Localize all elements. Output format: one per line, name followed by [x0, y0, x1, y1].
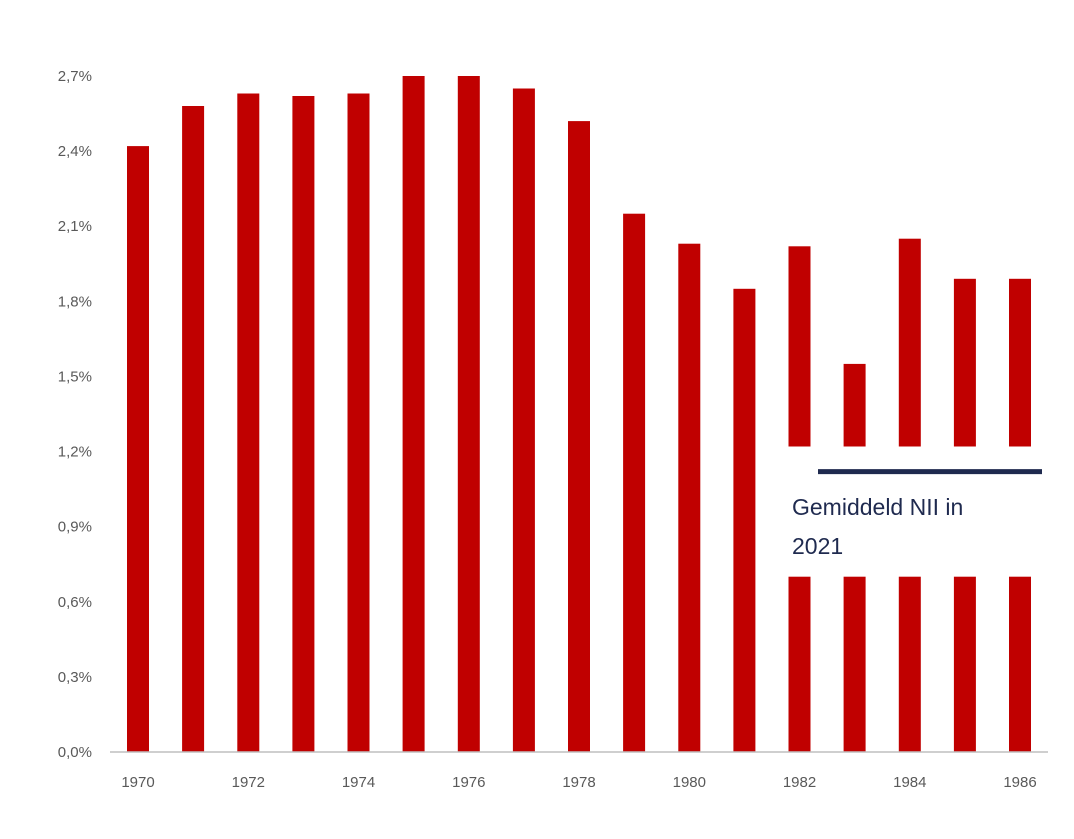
bar-1972 — [237, 93, 260, 752]
x-tick-label: 1982 — [783, 774, 816, 791]
bar-1980 — [678, 243, 701, 752]
annotation-band — [784, 446, 1048, 577]
x-tick-label: 1986 — [1003, 774, 1036, 791]
y-tick-label: 1,5% — [58, 368, 92, 385]
bar-1973 — [292, 96, 315, 752]
x-tick-label: 1978 — [562, 774, 595, 791]
y-tick-label: 0,3% — [58, 669, 92, 686]
y-axis-ticks: 0,0% 0,3% 0,6% 0,9% 1,2% 1,5% 1,8% 2,1% 2,4% 2,7% — [58, 68, 92, 761]
x-tick-label: 1972 — [232, 774, 265, 791]
bars-layer — [127, 76, 1031, 753]
y-tick-label: 0,0% — [58, 744, 92, 761]
y-tick-label: 2,4% — [58, 143, 92, 160]
bar-1974 — [347, 93, 370, 752]
x-tick-label: 1980 — [673, 774, 706, 791]
annotation-label-line2: 2021 — [792, 533, 843, 559]
y-tick-label: 1,2% — [58, 444, 92, 461]
bar-1979 — [623, 213, 646, 752]
bar-1970 — [127, 146, 149, 753]
bar-1978 — [568, 121, 590, 753]
y-tick-label: 0,9% — [58, 519, 92, 536]
x-tick-label: 1974 — [342, 774, 375, 791]
y-tick-label: 2,1% — [58, 218, 92, 235]
annotation-label-line1: Gemiddeld NII in — [792, 494, 963, 520]
bar-1975 — [402, 76, 425, 752]
bar-1977 — [512, 88, 535, 752]
x-axis-ticks: 1970 1972 1974 1976 1978 1980 1982 1984 1986 — [121, 774, 1036, 791]
y-tick-label: 0,6% — [58, 594, 92, 611]
bar-1981 — [733, 288, 756, 752]
x-tick-label: 1976 — [452, 774, 485, 791]
x-tick-label: 1970 — [121, 774, 154, 791]
y-tick-label: 1,8% — [58, 293, 92, 310]
annotation-background — [784, 446, 1048, 577]
x-tick-label: 1984 — [893, 774, 926, 791]
y-tick-label: 2,7% — [58, 68, 92, 85]
bar-1976 — [457, 76, 480, 752]
bar-1971 — [182, 106, 205, 752]
